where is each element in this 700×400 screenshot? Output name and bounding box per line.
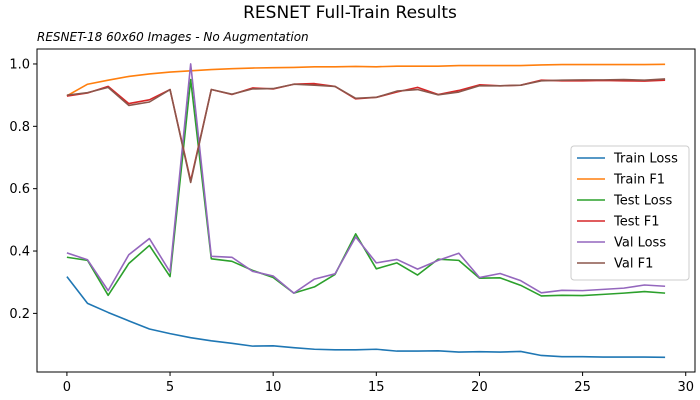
y-tick-label: 0.4: [9, 245, 30, 260]
legend-label: Train Loss: [613, 152, 678, 167]
x-tick-label: 15: [368, 380, 385, 395]
legend-label: Val Loss: [614, 236, 666, 251]
legend-label: Val F1: [614, 257, 653, 272]
y-tick-label: 0.6: [9, 182, 30, 197]
series-line-2: [66, 78, 666, 297]
legend-label: Test F1: [613, 215, 659, 230]
x-tick-label: 20: [471, 380, 488, 395]
series-line-1: [66, 63, 666, 97]
axes: 0 5 10 15 20 25 30 0.2 0.4 0.6 0.8 1.0: [9, 48, 696, 395]
chart-subtitle: RESNET-18 60x60 Images - No Augmentation: [37, 30, 309, 44]
legend-label: Train F1: [613, 173, 665, 188]
series-line-0: [66, 276, 666, 359]
x-tick-label: 0: [63, 380, 71, 395]
x-tick-label: 25: [574, 380, 591, 395]
x-tick-label: 10: [265, 380, 282, 395]
plot-lines: [66, 63, 666, 359]
series-line-4: [66, 63, 666, 294]
chart-title: RESNET Full-Train Results: [243, 3, 457, 23]
plot-frame: [36, 48, 696, 373]
y-tick-label: 1.0: [9, 57, 30, 72]
y-tick-label: 0.2: [9, 307, 30, 322]
legend-label: Test Loss: [613, 194, 672, 209]
y-tick-label: 0.8: [9, 120, 30, 135]
legend: Train Loss Train F1 Test Loss Test F1 Val Lo…: [570, 145, 690, 281]
x-tick-label: 30: [677, 380, 694, 395]
series-line-5: [66, 78, 666, 184]
x-tick-label: 5: [166, 380, 174, 395]
